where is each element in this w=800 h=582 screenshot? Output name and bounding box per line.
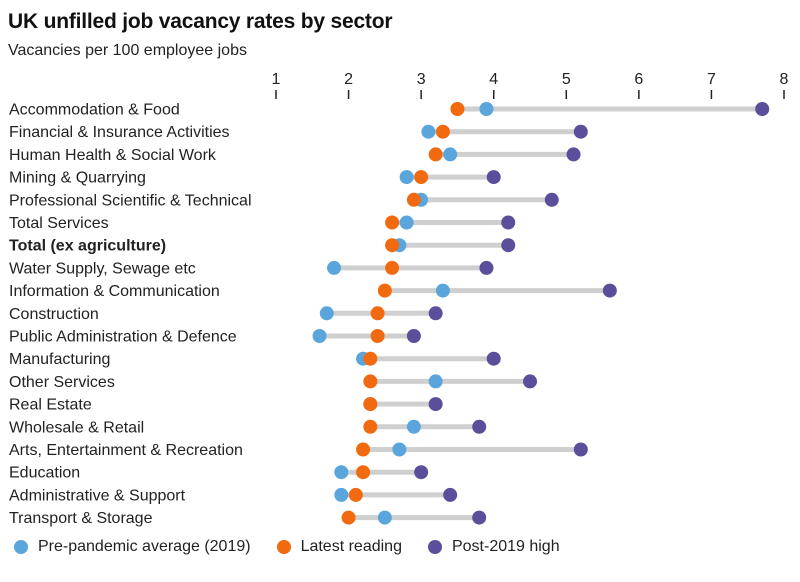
data-points <box>312 102 770 525</box>
dot-post-2019-high <box>755 102 770 116</box>
dot-post-2019-high <box>486 170 501 185</box>
dot-latest <box>370 306 385 321</box>
x-tick-label: 5 <box>562 71 571 88</box>
x-tick-label: 2 <box>344 71 353 88</box>
category-labels: Accommodation & Food Financial & Insuranc… <box>9 102 252 528</box>
category-label: Arts, Entertainment & Recreation <box>9 442 243 459</box>
category-label: Total Services <box>9 215 109 232</box>
dot-latest <box>356 465 371 480</box>
chart-title: UK unfilled job vacancy rates by sector <box>8 10 393 33</box>
dot-latest <box>363 374 378 389</box>
dot-pre-pandemic <box>443 147 458 162</box>
x-tick-label: 7 <box>707 71 716 88</box>
category-label: Public Administration & Defence <box>9 329 237 346</box>
legend-label-latest: Latest reading <box>300 538 402 555</box>
range-bars <box>319 106 763 521</box>
dot-post-2019-high <box>486 351 501 366</box>
legend-item-latest: Latest reading <box>276 538 402 556</box>
dot-pre-pandemic <box>319 306 334 321</box>
dot-post-2019-high <box>566 147 581 162</box>
dot-post-2019-high <box>501 238 516 253</box>
x-tick-label: 3 <box>417 71 426 88</box>
category-label: Professional Scientific & Technical <box>9 192 252 209</box>
x-tick-label: 1 <box>272 71 281 88</box>
dot-latest <box>363 351 378 366</box>
dot-post-2019-high <box>544 192 559 207</box>
dot-pre-pandemic <box>334 487 349 502</box>
category-label: Human Health & Social Work <box>9 147 217 164</box>
dot-latest <box>414 170 429 185</box>
dot-post-2019-high <box>472 510 487 525</box>
legend-label-high: Post-2019 high <box>451 538 560 555</box>
dot-latest <box>341 510 356 525</box>
category-label: Manufacturing <box>9 351 110 368</box>
x-tick-label: 8 <box>780 71 789 88</box>
category-label: Financial & Insurance Activities <box>9 124 230 141</box>
legend-dot-high-icon <box>427 540 442 554</box>
dot-latest <box>406 192 421 207</box>
dot-pre-pandemic <box>421 124 436 139</box>
dot-pre-pandemic <box>392 442 407 457</box>
dot-pre-pandemic <box>399 170 414 185</box>
x-tick-label: 6 <box>634 71 643 88</box>
dot-post-2019-high <box>472 419 487 434</box>
legend: Pre-pandemic average (2019) Latest readi… <box>14 538 586 556</box>
dot-latest <box>385 238 400 253</box>
dot-latest <box>385 215 400 230</box>
category-label: Transport & Storage <box>9 510 153 527</box>
category-label: Construction <box>9 306 99 323</box>
category-label: Administrative & Support <box>9 487 186 504</box>
category-label: Real Estate <box>9 397 92 414</box>
category-label: Education <box>9 465 80 482</box>
dot-latest <box>450 102 465 116</box>
legend-label-pre: Pre-pandemic average (2019) <box>38 538 251 555</box>
dot-post-2019-high <box>501 215 516 230</box>
dot-latest <box>385 260 400 275</box>
dot-pre-pandemic <box>399 215 414 230</box>
category-label: Mining & Quarrying <box>9 170 146 187</box>
dot-post-2019-high <box>523 374 537 389</box>
legend-item-pre: Pre-pandemic average (2019) <box>14 538 251 556</box>
category-label: Accommodation & Food <box>9 102 180 119</box>
dot-latest <box>428 147 443 162</box>
category-label: Wholesale & Retail <box>9 419 144 436</box>
x-axis: 1 2 3 4 5 6 7 8 <box>272 71 789 99</box>
dot-post-2019-high <box>428 397 443 412</box>
legend-dot-pre-icon <box>14 540 28 554</box>
dot-post-2019-high <box>414 465 429 480</box>
legend-item-high: Post-2019 high <box>427 538 560 556</box>
dot-latest <box>377 283 392 298</box>
dot-post-2019-high <box>406 329 421 343</box>
dot-latest <box>435 124 450 139</box>
dot-post-2019-high <box>479 260 494 275</box>
dot-pre-pandemic <box>334 465 349 480</box>
category-label: Total (ex agriculture) <box>9 238 166 255</box>
dot-post-2019-high <box>602 283 617 298</box>
dot-post-2019-high <box>573 442 588 457</box>
dot-pre-pandemic <box>312 329 327 343</box>
chart-subtitle: Vacancies per 100 employee jobs <box>8 42 247 59</box>
dot-pre-pandemic <box>327 260 342 275</box>
dot-pre-pandemic <box>435 283 450 298</box>
category-label: Other Services <box>9 374 115 391</box>
category-label: Water Supply, Sewage etc <box>9 260 196 277</box>
dot-post-2019-high <box>573 124 588 139</box>
x-tick-label: 4 <box>489 71 498 88</box>
dot-pre-pandemic <box>406 419 421 434</box>
dot-latest <box>363 419 378 434</box>
legend-dot-latest-icon <box>276 540 291 554</box>
dot-latest <box>348 487 363 502</box>
dot-latest <box>363 397 378 412</box>
dot-pre-pandemic <box>377 510 392 525</box>
category-label: Information & Communication <box>9 283 220 300</box>
dot-latest <box>370 329 385 343</box>
dot-pre-pandemic <box>479 102 494 116</box>
dot-latest <box>356 442 371 457</box>
dot-post-2019-high <box>428 306 443 321</box>
dot-pre-pandemic <box>428 374 443 389</box>
dot-post-2019-high <box>443 487 458 502</box>
